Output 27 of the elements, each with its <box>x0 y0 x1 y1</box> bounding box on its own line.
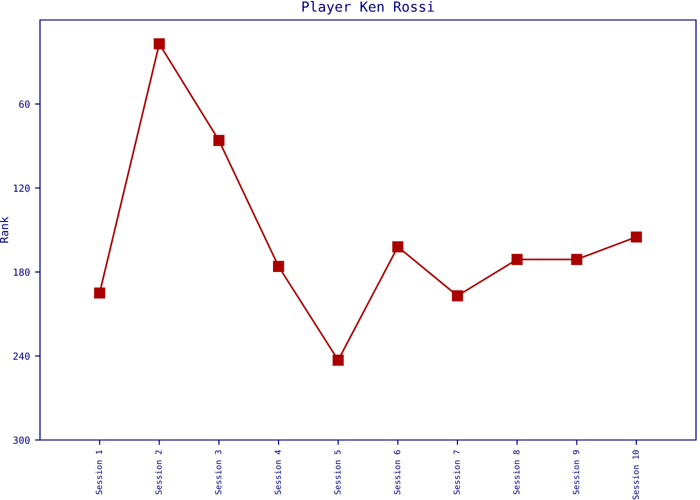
x-tick-label: Session 9 <box>572 450 580 494</box>
y-tick-label: 240 <box>13 352 30 360</box>
y-tick-label: 120 <box>14 184 30 192</box>
x-tick-label: Session 2 <box>155 450 162 494</box>
point <box>630 231 642 243</box>
x-tick-label: Session 1 <box>96 450 102 494</box>
x-tick-label: Session 6 <box>394 450 400 494</box>
point <box>332 354 344 366</box>
point <box>512 254 523 265</box>
point <box>571 254 582 265</box>
point <box>272 260 284 272</box>
y-tick-label: 300 <box>13 436 30 444</box>
y-axis-title: Rank <box>0 216 8 243</box>
point <box>392 241 404 252</box>
y-tick-label: 60 <box>19 100 30 108</box>
chart-title: Player Ken Rossi <box>302 1 434 15</box>
point <box>94 287 106 299</box>
point <box>154 38 165 50</box>
y-tick-label: 180 <box>14 268 30 276</box>
x-tick-label: Session 3 <box>214 450 222 494</box>
x-tick-label: Session 5 <box>334 450 341 494</box>
x-tick-label: Session 8 <box>513 450 520 494</box>
x-tick-label: Session 7 <box>453 450 460 494</box>
point <box>452 290 464 302</box>
point <box>213 134 224 146</box>
x-tick-label: Session 4 <box>274 450 281 494</box>
x-tick-label: Session 10 <box>632 450 639 500</box>
